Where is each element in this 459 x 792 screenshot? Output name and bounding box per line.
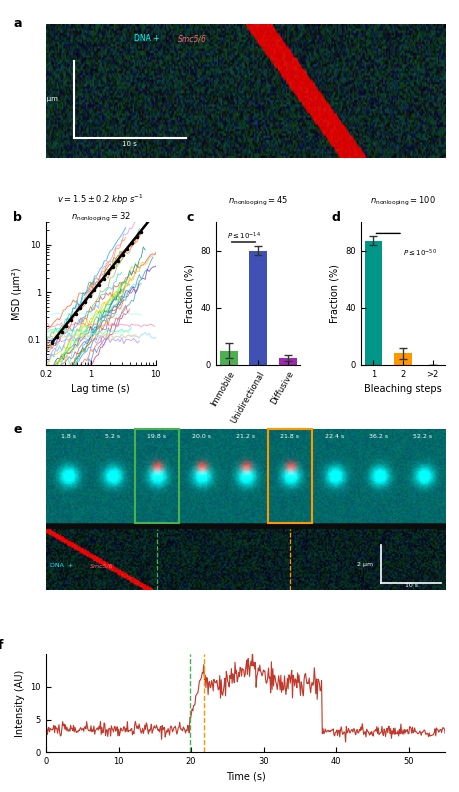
Text: d: d: [331, 211, 340, 223]
Bar: [279, 358, 297, 365]
Text: 22.4 s: 22.4 s: [325, 434, 344, 439]
Y-axis label: Fraction (%): Fraction (%): [185, 264, 195, 323]
Bar: [249, 250, 267, 365]
Text: $P \leq 10^{-14}$: $P \leq 10^{-14}$: [227, 230, 260, 242]
Y-axis label: MSD (μm²): MSD (μm²): [12, 267, 22, 320]
Text: 36.2 s: 36.2 s: [369, 434, 388, 439]
Text: $P \leq 10^{-50}$: $P \leq 10^{-50}$: [403, 247, 437, 259]
Bar: [134, 429, 179, 524]
Text: 21.2 s: 21.2 s: [236, 434, 255, 439]
Bar: [364, 241, 382, 365]
Text: $v = 1.5 \pm 0.2$ kbp s$^{-1}$: $v = 1.5 \pm 0.2$ kbp s$^{-1}$: [57, 193, 144, 208]
Text: c: c: [186, 211, 194, 223]
X-axis label: Bleaching steps: Bleaching steps: [364, 384, 442, 394]
Y-axis label: Fraction (%): Fraction (%): [330, 264, 340, 323]
Text: $n_{\rm nonlooping} = 45$: $n_{\rm nonlooping} = 45$: [228, 195, 288, 208]
Text: b: b: [13, 211, 22, 223]
Text: a: a: [14, 17, 22, 30]
Text: 20.0 s: 20.0 s: [192, 434, 211, 439]
Text: $n_{\rm nonlooping} = 32$: $n_{\rm nonlooping} = 32$: [71, 211, 131, 223]
Bar: [220, 351, 238, 365]
X-axis label: Time (s): Time (s): [226, 772, 265, 782]
Text: 19.8 s: 19.8 s: [147, 434, 166, 439]
Text: DNA +: DNA +: [134, 35, 162, 44]
Bar: [268, 429, 312, 524]
Text: 4 μm: 4 μm: [40, 96, 58, 101]
Text: e: e: [14, 423, 22, 436]
Text: 21.8 s: 21.8 s: [280, 434, 299, 439]
Text: Smc5/6: Smc5/6: [90, 563, 113, 569]
Text: 52.2 s: 52.2 s: [414, 434, 432, 439]
Text: 5.2 s: 5.2 s: [105, 434, 120, 439]
Text: 2 μm: 2 μm: [357, 562, 373, 566]
Text: $n_{\rm nonlooping} = 100$: $n_{\rm nonlooping} = 100$: [370, 195, 436, 208]
X-axis label: Lag time (s): Lag time (s): [72, 384, 130, 394]
Y-axis label: Intensity (AU): Intensity (AU): [15, 670, 25, 737]
Bar: [394, 353, 412, 365]
Text: 1.8 s: 1.8 s: [61, 434, 76, 439]
Text: Smc5/6: Smc5/6: [178, 35, 207, 44]
Text: 10 s: 10 s: [122, 141, 137, 147]
Text: f: f: [0, 639, 4, 653]
Text: 10 s: 10 s: [405, 583, 418, 588]
Text: DNA  +: DNA +: [50, 563, 75, 569]
